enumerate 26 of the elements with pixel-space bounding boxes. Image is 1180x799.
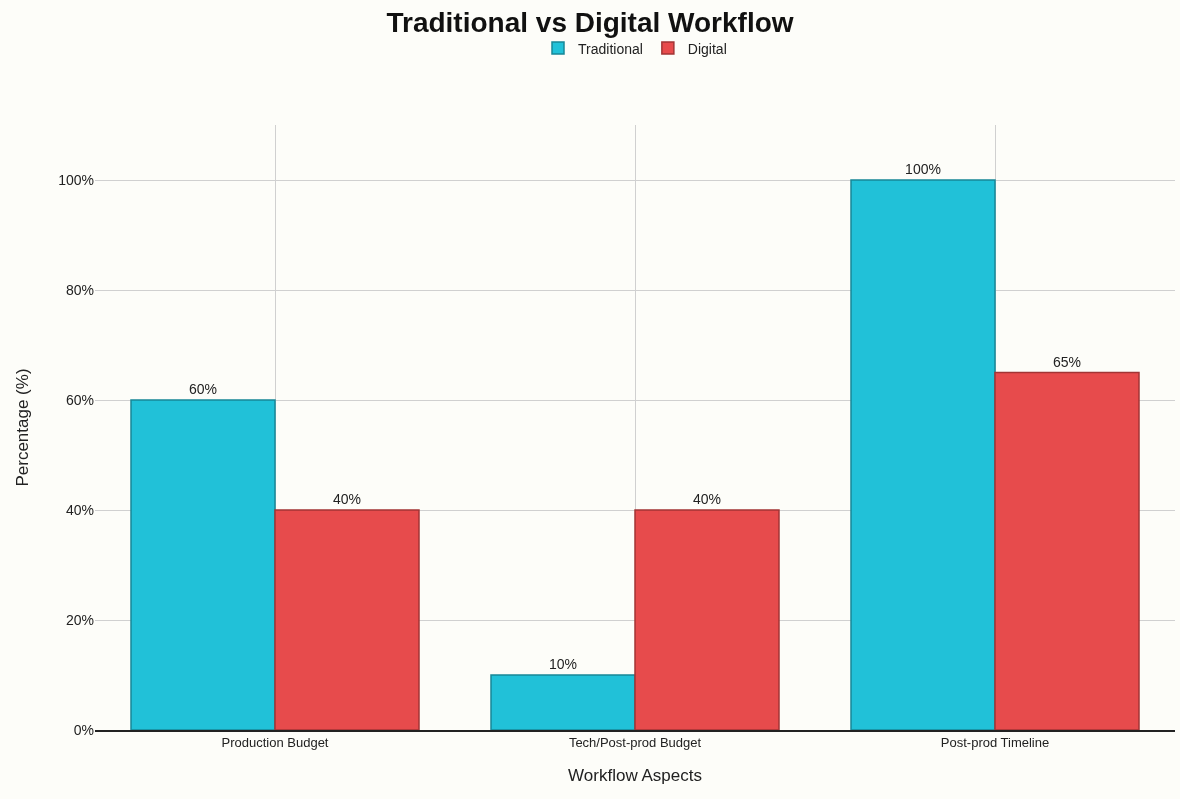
data-label: 10% <box>548 656 578 672</box>
y-tick-label: 100% <box>58 171 94 188</box>
bar <box>274 509 420 730</box>
x-axis-title: Workflow Aspects <box>568 766 702 786</box>
bar <box>994 371 1140 730</box>
bar <box>490 674 636 730</box>
x-tick-label: Production Budget <box>221 735 329 751</box>
legend-label: Traditional <box>578 40 643 57</box>
y-axis-title: Percentage (%) <box>12 368 32 487</box>
bar <box>634 509 780 730</box>
bar <box>130 399 276 730</box>
data-label: 60% <box>188 381 218 397</box>
y-tick-label: 40% <box>65 501 94 518</box>
y-tick-label: 60% <box>65 391 94 408</box>
data-label: 100% <box>905 161 941 177</box>
y-tick-label: 20% <box>65 611 94 628</box>
data-label: 65% <box>1052 353 1082 370</box>
data-label: 40% <box>692 491 722 507</box>
x-tick-label: Post-prod Timeline <box>940 735 1050 751</box>
data-label: 40% <box>332 491 362 507</box>
y-tick-label: 80% <box>65 281 94 298</box>
y-tick-label: 0% <box>73 721 94 738</box>
x-tick-label: Tech/Post-prod Budget <box>568 735 702 751</box>
chart-title: Traditional vs Digital Workflow <box>386 6 794 38</box>
legend-label: Digital <box>687 40 727 57</box>
bar <box>850 179 996 730</box>
